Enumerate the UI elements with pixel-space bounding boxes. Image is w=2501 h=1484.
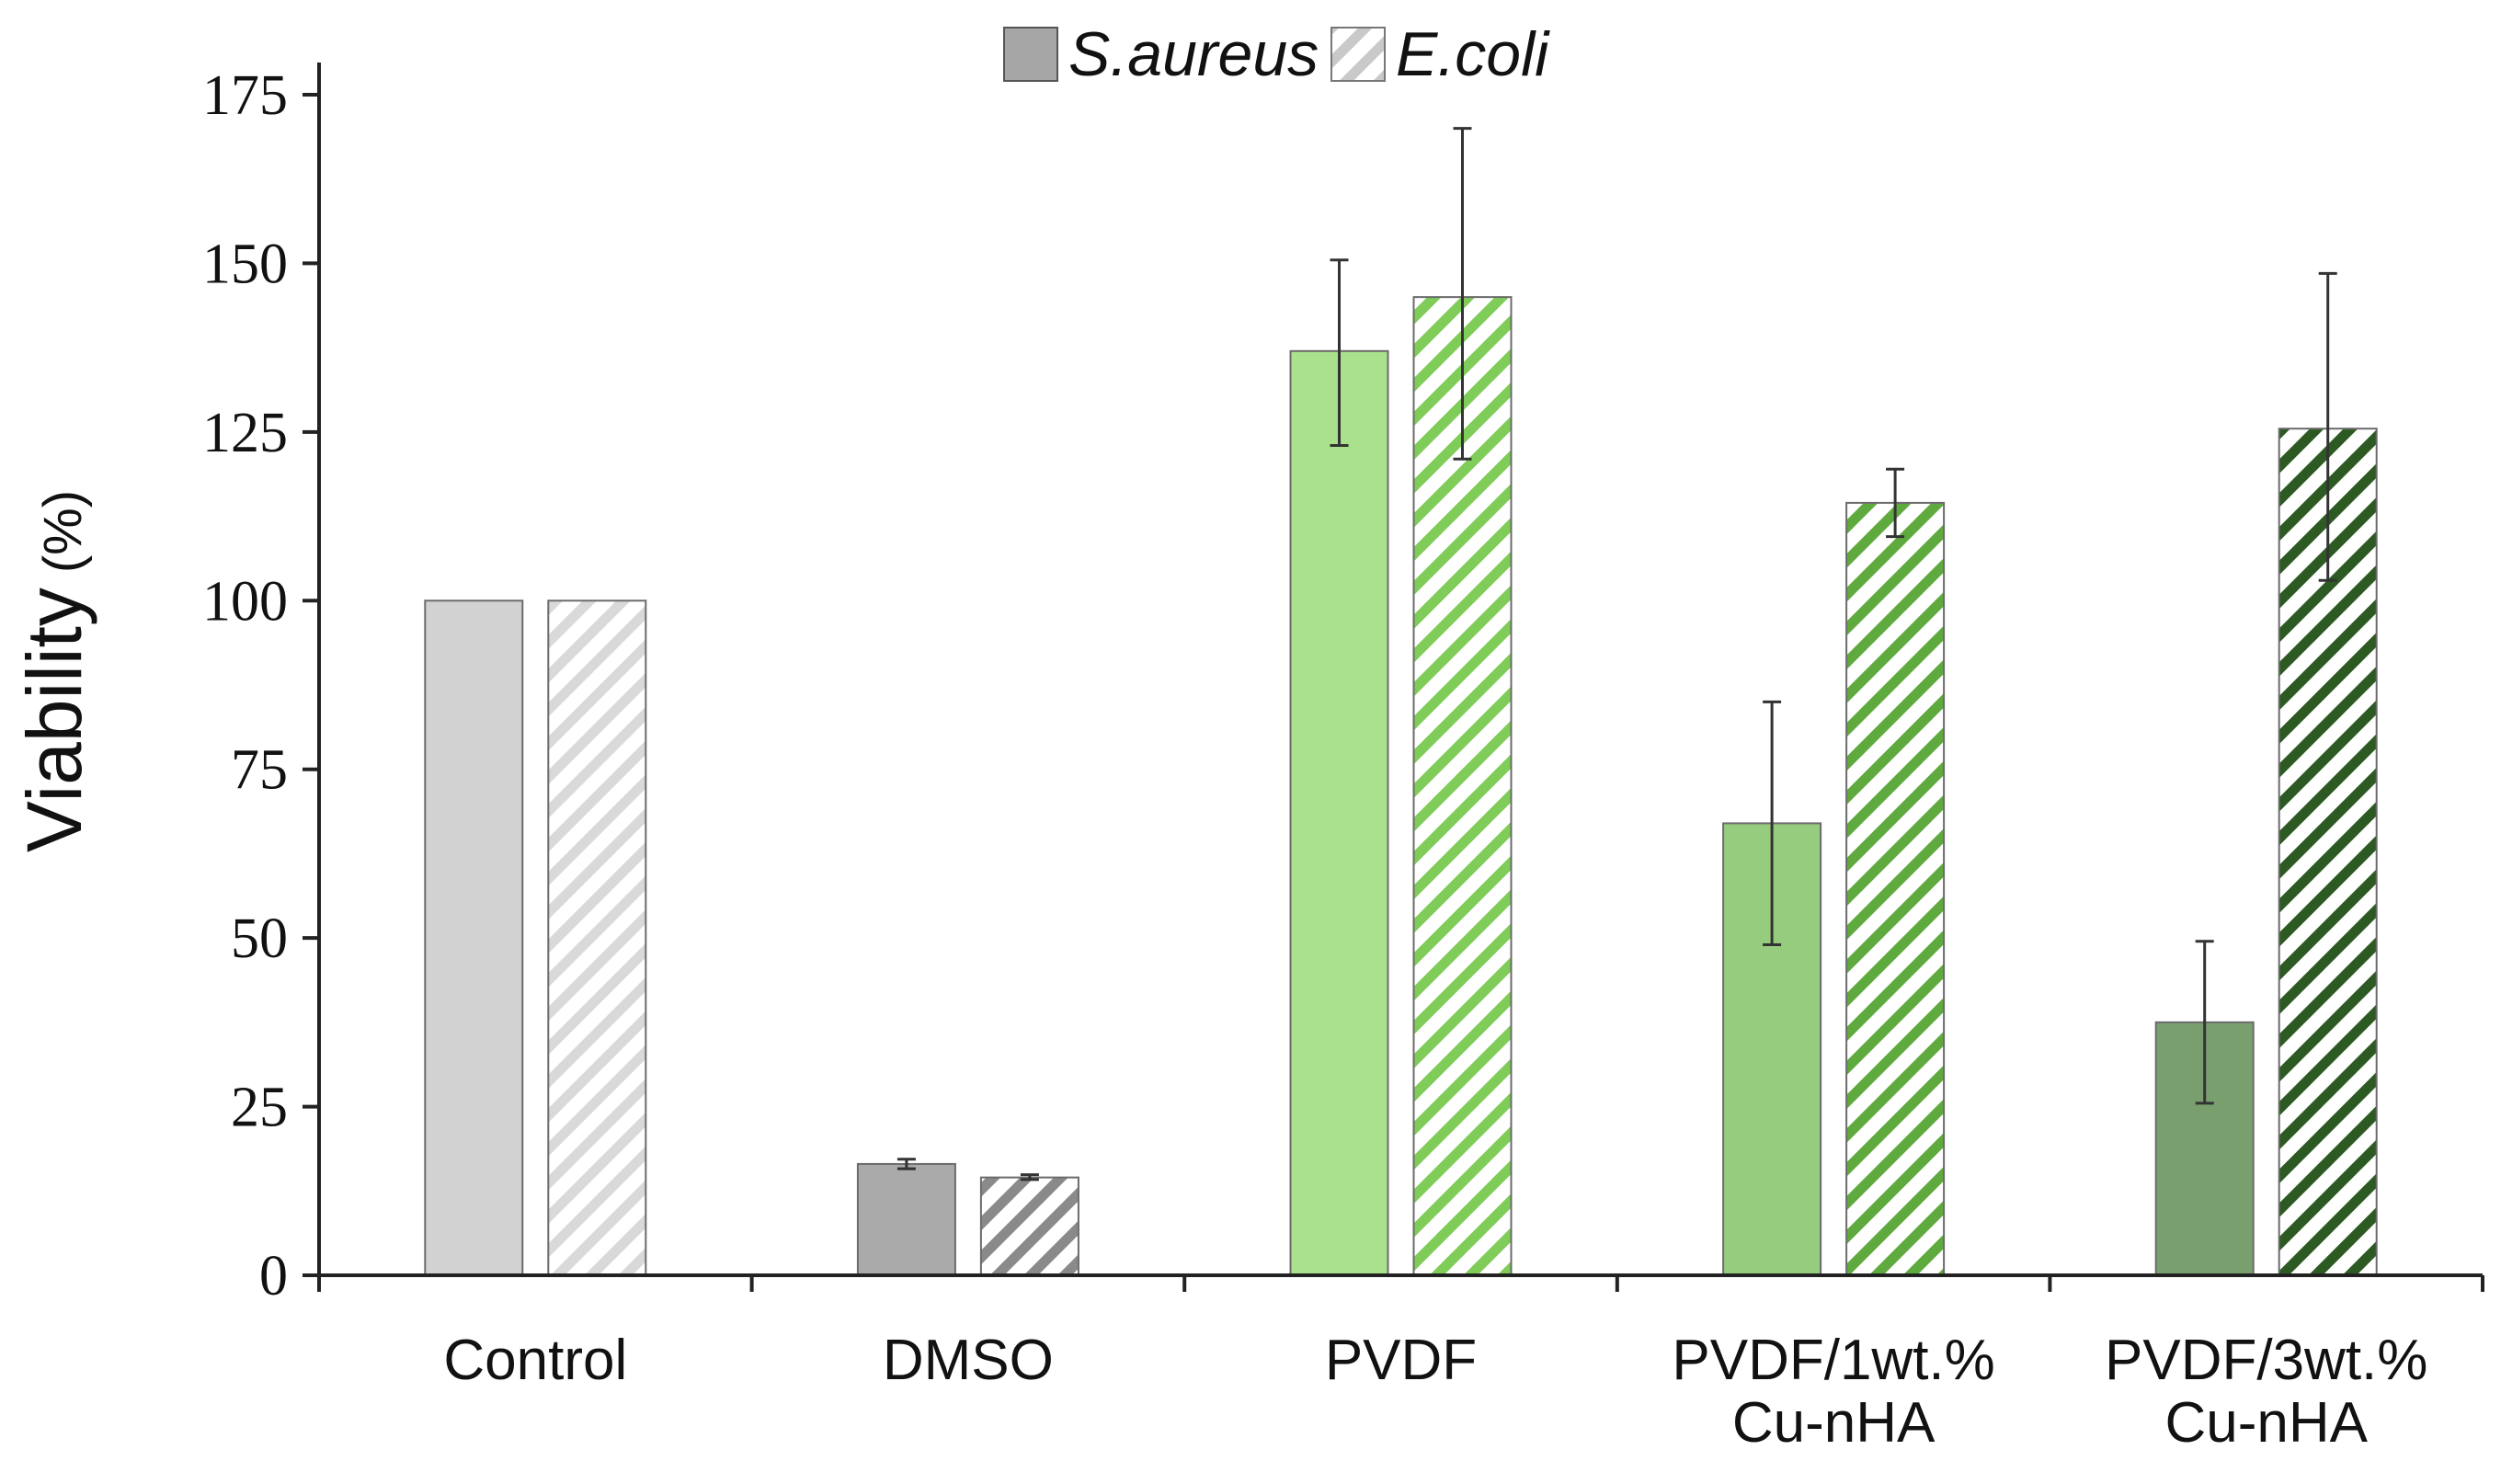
x-category-label-pvdf-1wt-cu-nha: PVDF/1wt.% Cu-nHA <box>1672 1329 1994 1455</box>
y-tick-label: 75 <box>231 739 288 802</box>
y-axis-title: Viability (%) <box>11 490 97 852</box>
x-axis-labels: Control DMSO PVDF PVDF/1wt.% Cu-nHA PVDF/3wt.… <box>443 1329 2427 1455</box>
y-axis-label: Viability <box>11 588 97 852</box>
legend: S.aureus E.coli <box>1003 19 1550 89</box>
bar-control-s-aureus <box>424 599 524 1276</box>
legend-label-s-aureus: S.aureus <box>1068 19 1319 89</box>
svg-text:Viability (%): Viability (%) <box>11 490 97 852</box>
x-category-label-control: Control <box>443 1329 627 1392</box>
legend-label-e-coli: E.coli <box>1396 19 1550 89</box>
y-tick-label: 125 <box>202 402 288 464</box>
bars <box>424 296 2378 1277</box>
legend-swatch-s-aureus <box>1003 27 1058 82</box>
x-axis-ticks <box>317 1275 2484 1292</box>
y-tick-label: 100 <box>202 570 288 633</box>
legend-swatch-e-coli <box>1330 27 1386 82</box>
x-category-label-pvdf-3wt-cu-nha: PVDF/3wt.% Cu-nHA <box>2105 1329 2427 1455</box>
y-tick-label: 175 <box>202 64 288 127</box>
y-tick-label: 25 <box>231 1077 288 1139</box>
bar-control-e-coli <box>547 599 647 1276</box>
bar-dmso-s-aureus <box>856 1162 956 1276</box>
bar-pvdf-3wt-cu-nha-e-coli <box>2278 428 2378 1276</box>
y-tick-label: 0 <box>259 1245 288 1307</box>
y-tick-label: 150 <box>202 233 288 295</box>
x-category-label-pvdf: PVDF <box>1325 1329 1477 1392</box>
y-tick-label: 50 <box>231 908 288 970</box>
bar-pvdf-s-aureus <box>1289 349 1389 1277</box>
y-axis-unit: (%) <box>33 490 93 573</box>
bar-dmso-e-coli <box>979 1176 1079 1277</box>
y-axis-ticks: 0 25 50 75 100 125 150 175 <box>202 64 319 1307</box>
bar-pvdf-1wt-cu-nha-e-coli <box>1845 501 1946 1276</box>
x-category-label-dmso: DMSO <box>883 1329 1054 1392</box>
error-bars <box>896 127 2337 1181</box>
